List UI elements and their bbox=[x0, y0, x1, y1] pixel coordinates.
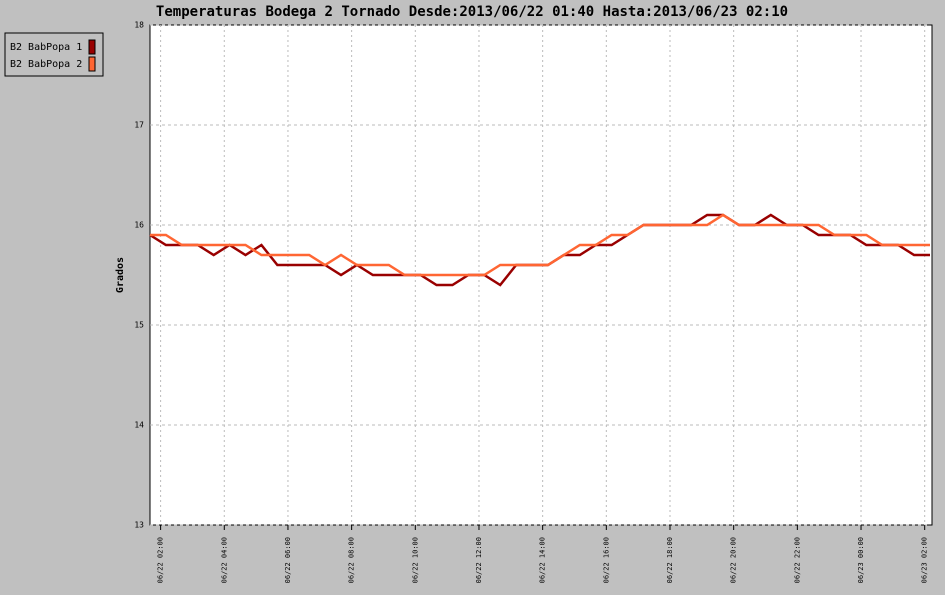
x-tick-label: 06/22 06:00 bbox=[284, 537, 292, 583]
y-tick-label: 14 bbox=[134, 421, 144, 430]
x-tick-label: 06/22 18:00 bbox=[666, 537, 674, 583]
legend-swatch bbox=[88, 39, 96, 55]
legend bbox=[4, 32, 104, 77]
y-tick-label: 17 bbox=[134, 121, 144, 130]
x-tick-label: 06/23 00:00 bbox=[857, 537, 865, 583]
plot-area bbox=[149, 24, 933, 526]
x-tick-label: 06/22 08:00 bbox=[348, 537, 356, 583]
x-tick-label: 06/22 02:00 bbox=[157, 537, 165, 583]
x-tick-label: 06/22 12:00 bbox=[475, 537, 483, 583]
legend-label: B2 BabPopa 2 bbox=[10, 59, 82, 70]
x-tick-label: 06/22 20:00 bbox=[730, 537, 738, 583]
y-tick-label: 13 bbox=[134, 521, 144, 530]
x-tick-label: 06/22 14:00 bbox=[539, 537, 547, 583]
y-tick-label: 15 bbox=[134, 321, 144, 330]
series-line bbox=[150, 213, 930, 277]
y-tick-label: 16 bbox=[134, 221, 144, 230]
x-tick-label: 06/22 22:00 bbox=[793, 537, 801, 583]
y-tick-label: 18 bbox=[134, 21, 144, 30]
legend-label: B2 BabPopa 1 bbox=[10, 42, 82, 53]
x-tick-label: 06/22 04:00 bbox=[220, 537, 228, 583]
x-tick-label: 06/23 02:00 bbox=[921, 537, 929, 583]
x-tick-label: 06/22 10:00 bbox=[411, 537, 419, 583]
chart-title: Temperaturas Bodega 2 Tornado Desde:2013… bbox=[156, 4, 788, 20]
x-tick-label: 06/22 16:00 bbox=[602, 537, 610, 583]
y-axis-label: Grados bbox=[115, 257, 126, 293]
legend-swatch bbox=[88, 56, 96, 72]
